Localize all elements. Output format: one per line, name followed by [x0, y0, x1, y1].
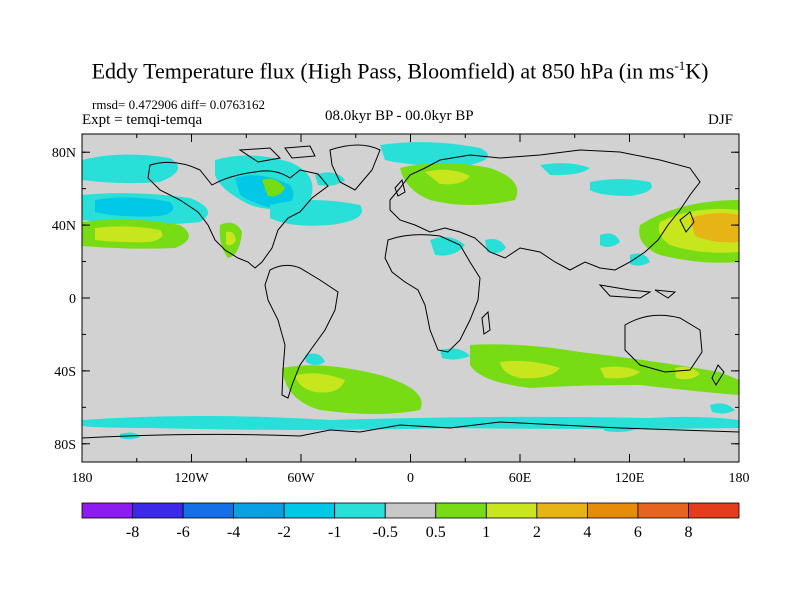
- y-axis: 80N 40N 0 40S 80S: [52, 146, 739, 453]
- coastline-africa: [384, 234, 481, 353]
- coastline-arctic-islands: [238, 145, 316, 163]
- y-tick-label: 80N: [52, 146, 76, 161]
- x-tick-label: 0: [407, 471, 414, 486]
- contour-region: [690, 213, 739, 243]
- contour-region: [600, 233, 620, 247]
- colorbar-swatch: [384, 502, 437, 519]
- colorbar-swatch: [688, 502, 740, 519]
- experiment-label: Expt = temqi-temqa: [82, 112, 203, 128]
- coastlines: [82, 144, 739, 439]
- colorbar-label: -1: [328, 524, 341, 541]
- coastline-greenland: [329, 144, 381, 191]
- y-tick-label: 40N: [52, 219, 76, 234]
- colorbar-label: 2: [533, 524, 541, 541]
- contour-region: [540, 163, 590, 176]
- x-tick-label: 120E: [615, 471, 645, 486]
- colorbar-swatch: [81, 502, 133, 519]
- contour-region: [380, 142, 488, 166]
- colorbar-label: 1: [482, 524, 490, 541]
- colorbar-label: 8: [684, 524, 692, 541]
- contour-region: [305, 353, 325, 365]
- coastline-eurasia: [389, 149, 701, 271]
- contour-region: [226, 231, 236, 246]
- x-axis: 180 120W 60W 0 60E 120E 180: [72, 134, 750, 486]
- contour-region: [500, 360, 560, 379]
- coastline-australia: [624, 314, 703, 373]
- colorbar-swatch: [233, 502, 285, 519]
- y-tick-label: 80S: [54, 438, 76, 453]
- x-tick-label: 180: [729, 471, 750, 486]
- period-label: 08.0kyr BP - 00.0kyr BP: [325, 108, 474, 124]
- contour-region: [430, 236, 465, 256]
- coastline-japan: [679, 211, 695, 233]
- contour-region: [675, 366, 700, 380]
- y-tick-label: 0: [69, 292, 76, 307]
- contour-region: [425, 169, 470, 185]
- colorbar-swatch: [283, 502, 336, 519]
- contour-region: [95, 197, 174, 217]
- colorbar-swatch: [182, 502, 235, 519]
- x-tick-label: 60W: [287, 471, 315, 486]
- colorbar-label: -2: [277, 524, 290, 541]
- y-tick-label: 40S: [54, 365, 76, 380]
- colorbar-label: -0.5: [373, 524, 398, 541]
- colorbar: -8 -6 -4 -2 -1 -0.5 0.5 1 2 4 6 8: [81, 502, 740, 541]
- colorbar-label: -8: [126, 524, 139, 541]
- coastline-new-zealand: [711, 364, 725, 386]
- coastline-indonesia: [598, 284, 677, 299]
- colorbar-label: 6: [634, 524, 642, 541]
- x-tick-label: 180: [72, 471, 93, 486]
- contour-region: [440, 348, 470, 360]
- contour-region: [82, 154, 178, 184]
- colorbar-swatch: [485, 502, 538, 519]
- contour-region: [82, 416, 739, 430]
- contour-region: [590, 179, 652, 196]
- contour-region: [600, 366, 640, 379]
- contour-region: [485, 239, 506, 254]
- season-label: DJF: [708, 112, 734, 128]
- coastline-antarctica: [82, 421, 739, 439]
- x-tick-label: 120W: [174, 471, 209, 486]
- x-tick-label: 60E: [509, 471, 532, 486]
- coastline-british-isles: [394, 178, 406, 197]
- colorbar-label: 0.5: [426, 524, 446, 541]
- colorbar-swatch: [586, 502, 639, 519]
- contour-region: [295, 373, 345, 393]
- contour-region: [262, 178, 285, 197]
- contour-region: [95, 226, 163, 243]
- anomaly-contours: [82, 142, 739, 440]
- colorbar-label: -4: [227, 524, 240, 541]
- coastline-north-america: [147, 161, 329, 269]
- map-title: Eddy Temperature flux (High Pass, Bloomf…: [91, 58, 709, 84]
- colorbar-swatch: [334, 502, 386, 519]
- contour-region: [270, 200, 362, 226]
- colorbar-swatch: [536, 502, 588, 519]
- colorbar-label: -6: [176, 524, 189, 541]
- colorbar-swatch: [637, 502, 689, 519]
- contour-region: [630, 253, 650, 266]
- colorbar-swatch: [132, 502, 184, 519]
- stats-text: rmsd= 0.472906 diff= 0.0763162: [92, 97, 265, 112]
- coastline-south-america: [264, 264, 339, 399]
- colorbar-swatch: [435, 502, 487, 519]
- colorbar-label: 4: [583, 524, 591, 541]
- contour-region: [710, 403, 735, 414]
- coastline-madagascar: [481, 310, 491, 335]
